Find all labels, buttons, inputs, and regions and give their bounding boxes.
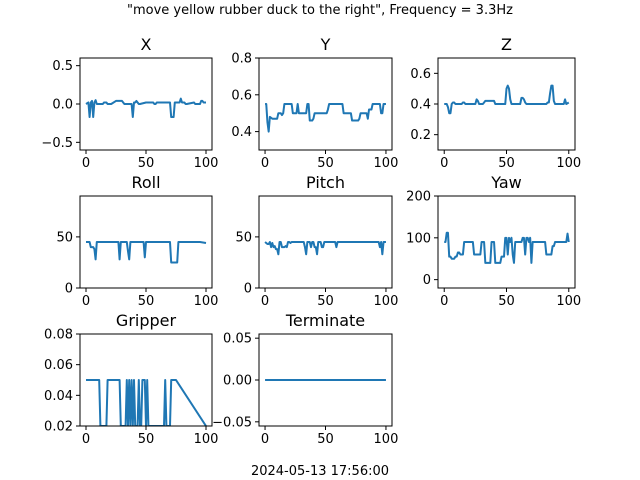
x-tick-label-x-1: 50 xyxy=(138,156,155,171)
series-line-pitch-0 xyxy=(264,241,386,256)
x-tick-label-roll-1: 50 xyxy=(138,294,155,309)
x-tick-label-terminate-1: 50 xyxy=(317,432,334,447)
series-line-gripper-0 xyxy=(86,379,207,426)
y-tick-label-terminate-2: 0.05 xyxy=(223,332,252,347)
subplot-yaw: Yaw 0 50 100 0 100 200 xyxy=(406,173,581,309)
x-tick-label-z-1: 50 xyxy=(498,156,515,171)
series-line-roll-0 xyxy=(86,241,207,264)
subplot-terminate: Terminate 0 50 100 −0.05 0.00 0.05 xyxy=(212,311,398,447)
x-tick-label-pitch-0: 0 xyxy=(261,294,269,309)
series-line-y-0 xyxy=(265,103,386,133)
x-tick-label-gripper-0: 0 xyxy=(82,432,90,447)
y-tick-label-x-0: −0.5 xyxy=(41,136,73,151)
x-tick-label-yaw-0: 0 xyxy=(440,294,448,309)
x-tick-label-yaw-1: 50 xyxy=(498,294,515,309)
x-tick-label-terminate-2: 100 xyxy=(374,432,399,447)
y-tick-label-pitch-1: 50 xyxy=(235,230,252,245)
x-tick-label-z-0: 0 xyxy=(440,156,448,171)
subplot-title-y: Y xyxy=(320,35,331,54)
y-tick-label-z-2: 0.6 xyxy=(410,67,431,82)
x-tick-label-y-1: 50 xyxy=(317,156,334,171)
subplot-z: Z 0 50 100 0.2 0.4 0.6 xyxy=(410,35,581,171)
y-tick-label-roll-1: 50 xyxy=(56,230,73,245)
subplot-grid: X 0 50 100 −0.5 0.0 0.5 Y 0 50 100 0.4 0.6 0.8 Z 0 50 100… xyxy=(41,35,581,447)
y-tick-label-gripper-3: 0.08 xyxy=(44,328,73,343)
y-tick-label-yaw-1: 100 xyxy=(406,231,431,246)
figure-suptitle: "move yellow rubber duck to the right", … xyxy=(127,3,513,18)
subplot-pitch: Pitch 0 50 100 0 50 xyxy=(235,173,398,309)
x-tick-label-pitch-2: 100 xyxy=(374,294,399,309)
y-tick-label-x-1: 0.0 xyxy=(52,98,73,113)
y-tick-label-gripper-0: 0.02 xyxy=(44,420,73,435)
x-tick-label-yaw-2: 100 xyxy=(556,294,581,309)
subplot-x: X 0 50 100 −0.5 0.0 0.5 xyxy=(41,35,218,171)
y-tick-label-terminate-0: −0.05 xyxy=(212,415,252,430)
subplot-title-roll: Roll xyxy=(131,173,160,192)
subplot-title-z: Z xyxy=(501,35,512,54)
subplot-title-x: X xyxy=(141,35,152,54)
y-tick-label-yaw-0: 0 xyxy=(423,273,431,288)
series-line-yaw-0 xyxy=(444,231,570,264)
x-tick-label-z-2: 100 xyxy=(556,156,581,171)
subplot-title-pitch: Pitch xyxy=(306,173,345,192)
y-tick-label-yaw-2: 200 xyxy=(406,190,431,205)
x-tick-label-y-0: 0 xyxy=(261,156,269,171)
x-tick-label-x-0: 0 xyxy=(82,156,90,171)
series-line-z-0 xyxy=(444,84,570,115)
subplot-title-terminate: Terminate xyxy=(285,311,365,330)
x-tick-label-roll-0: 0 xyxy=(82,294,90,309)
y-tick-label-y-0: 0.4 xyxy=(231,125,252,140)
y-tick-label-terminate-1: 0.00 xyxy=(223,374,252,389)
y-tick-label-pitch-0: 0 xyxy=(244,282,252,297)
figure-footer-timestamp: 2024-05-13 17:56:00 xyxy=(251,464,389,479)
x-tick-label-gripper-2: 100 xyxy=(194,432,219,447)
y-tick-label-gripper-2: 0.06 xyxy=(44,358,73,373)
x-tick-label-gripper-1: 50 xyxy=(138,432,155,447)
subplot-title-gripper: Gripper xyxy=(116,311,177,330)
x-tick-label-roll-2: 100 xyxy=(194,294,219,309)
x-tick-label-terminate-0: 0 xyxy=(261,432,269,447)
y-tick-label-z-1: 0.4 xyxy=(410,98,431,113)
x-tick-label-x-2: 100 xyxy=(194,156,219,171)
y-tick-label-y-2: 0.8 xyxy=(231,52,252,67)
x-tick-label-y-2: 100 xyxy=(374,156,399,171)
subplot-y: Y 0 50 100 0.4 0.6 0.8 xyxy=(231,35,398,171)
y-tick-label-z-0: 0.2 xyxy=(410,128,431,143)
y-tick-label-roll-0: 0 xyxy=(65,282,73,297)
y-tick-label-gripper-1: 0.04 xyxy=(44,389,73,404)
x-tick-label-pitch-1: 50 xyxy=(317,294,334,309)
series-line-x-0 xyxy=(85,97,206,119)
subplot-roll: Roll 0 50 100 0 50 xyxy=(56,173,218,309)
subplot-gripper: Gripper 0 50 100 0.02 0.04 0.06 0.08 xyxy=(44,311,218,447)
y-tick-label-x-2: 0.5 xyxy=(52,59,73,74)
y-tick-label-y-1: 0.6 xyxy=(231,88,252,103)
subplot-title-yaw: Yaw xyxy=(490,173,521,192)
